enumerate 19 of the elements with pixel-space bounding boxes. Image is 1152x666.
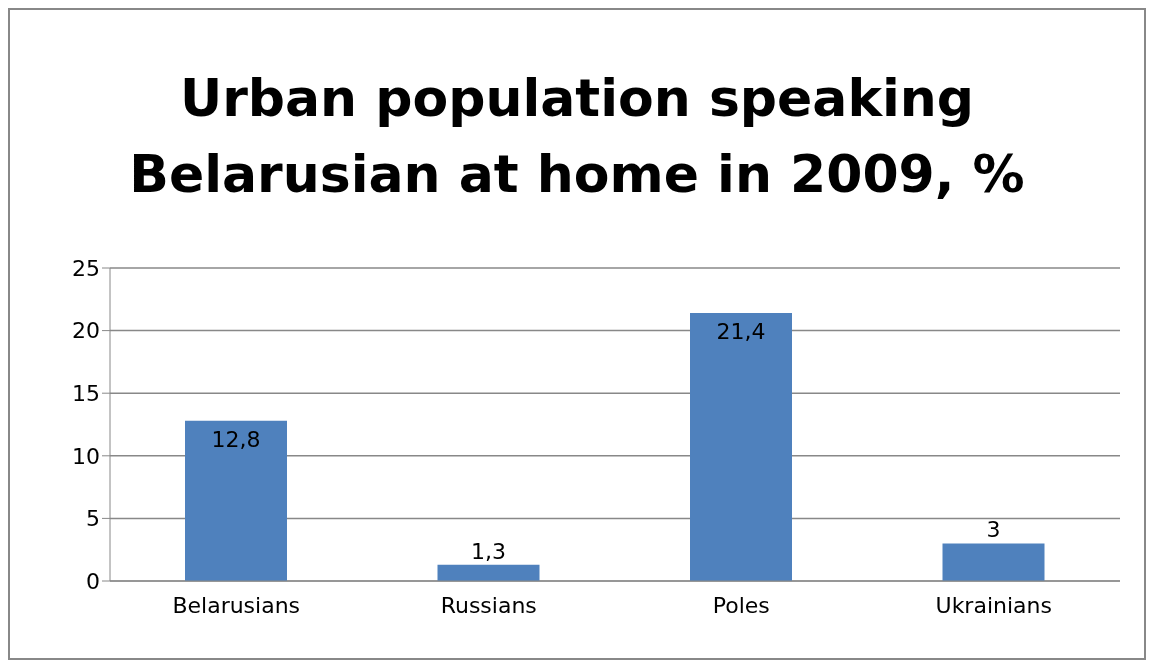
bar (942, 543, 1045, 581)
data-label: 12,8 (211, 426, 261, 452)
y-tick-label: 10 (72, 443, 100, 469)
x-tick-label: Belarusians (172, 592, 301, 618)
y-tick-label: 20 (72, 318, 100, 344)
bar (690, 313, 792, 581)
y-tick-label: 0 (86, 568, 100, 594)
y-tick-label: 25 (72, 255, 100, 281)
chart-title: Urban population speaking Belarusian at home in 2009, % (128, 67, 1026, 206)
data-label: 3 (986, 517, 1001, 543)
y-tick-label: 5 (86, 506, 100, 532)
bar (185, 420, 287, 581)
x-tick-label: Russians (440, 592, 537, 618)
y-tick-label: 15 (72, 381, 100, 407)
data-label: 1,3 (471, 538, 506, 564)
data-label: 21,4 (716, 319, 766, 345)
x-tick-label: Ukrainians (935, 592, 1052, 618)
x-tick-label: Poles (712, 592, 770, 618)
bar (437, 564, 540, 581)
